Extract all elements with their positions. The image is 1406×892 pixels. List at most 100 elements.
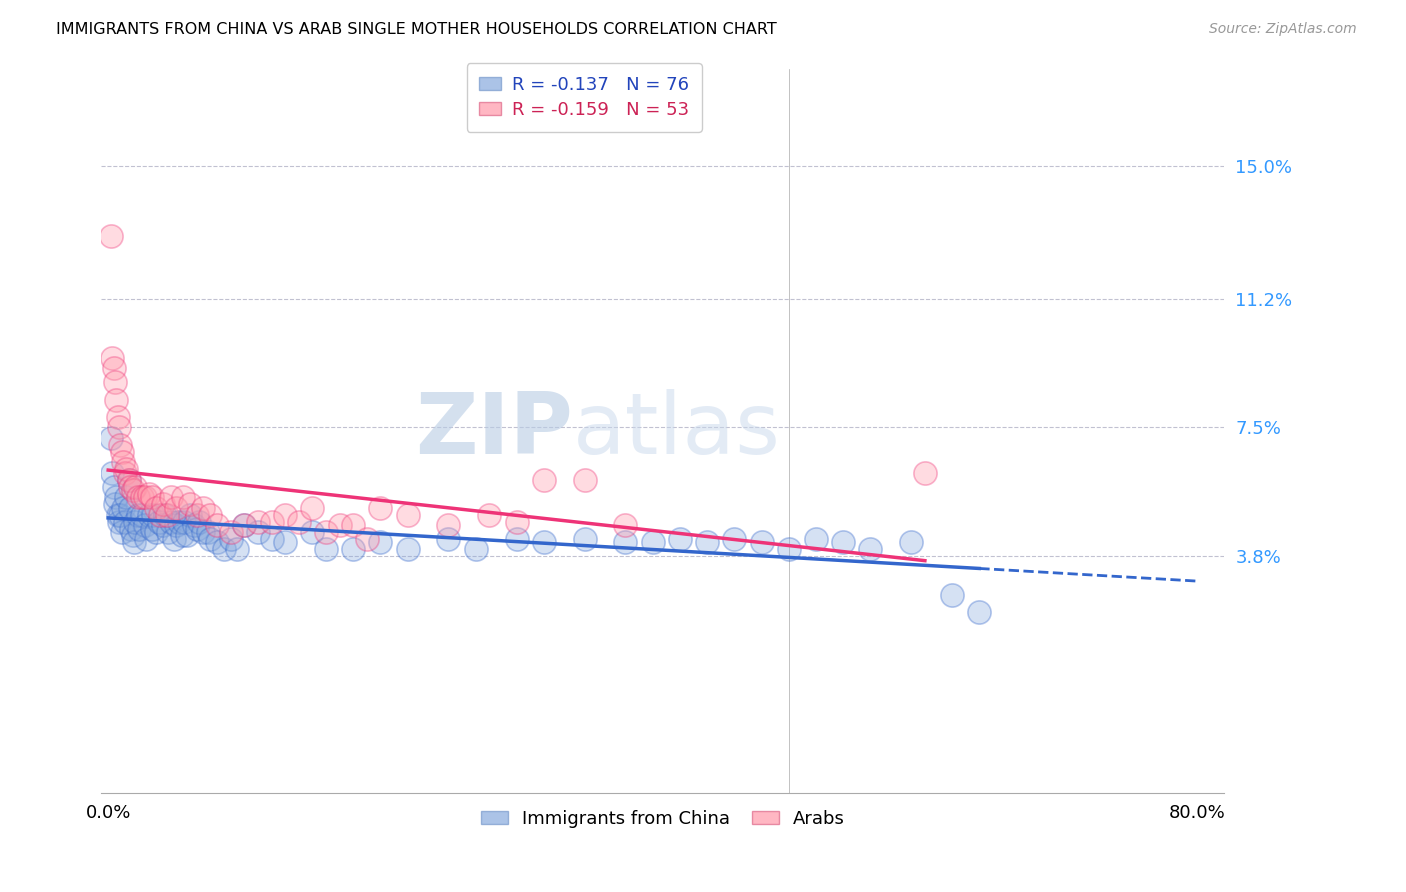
Text: atlas: atlas [574, 390, 780, 473]
Point [219, 532, 242, 546]
Point [103, 361, 125, 376]
Text: ZIP: ZIP [415, 390, 574, 473]
Point [159, 515, 181, 529]
Point [900, 535, 922, 549]
Point [219, 524, 242, 539]
Point [100, 431, 122, 445]
Point [145, 500, 167, 515]
Point [200, 532, 222, 546]
Text: IMMIGRANTS FROM CHINA VS ARAB SINGLE MOTHER HOUSEHOLDS CORRELATION CHART: IMMIGRANTS FROM CHINA VS ARAB SINGLE MOT… [56, 22, 778, 37]
Point [396, 542, 419, 557]
Point [641, 535, 664, 549]
Point [117, 473, 139, 487]
Point [157, 524, 180, 539]
Point [111, 524, 134, 539]
Point [127, 490, 149, 504]
Point [260, 515, 283, 529]
Point [115, 490, 138, 504]
Point [118, 500, 141, 515]
Point [105, 392, 128, 407]
Point [505, 515, 527, 529]
Point [696, 535, 718, 549]
Point [193, 500, 215, 515]
Point [301, 524, 323, 539]
Point [533, 535, 555, 549]
Point [121, 483, 143, 498]
Point [142, 508, 165, 522]
Point [114, 515, 136, 529]
Point [614, 535, 637, 549]
Point [122, 535, 145, 549]
Point [128, 521, 150, 535]
Point [135, 532, 157, 546]
Point [104, 375, 127, 389]
Point [117, 473, 139, 487]
Point [186, 508, 208, 522]
Point [478, 508, 501, 522]
Point [108, 515, 131, 529]
Point [246, 524, 269, 539]
Point [260, 532, 283, 546]
Point [669, 532, 692, 546]
Point [101, 351, 124, 365]
Point [370, 535, 392, 549]
Point [159, 490, 181, 504]
Point [574, 473, 596, 487]
Point [437, 518, 460, 533]
Point [356, 532, 378, 546]
Point [165, 500, 187, 515]
Point [138, 508, 160, 522]
Point [167, 515, 190, 529]
Point [112, 455, 135, 469]
Point [165, 518, 187, 533]
Point [170, 528, 193, 542]
Point [131, 508, 153, 522]
Point [723, 532, 745, 546]
Point [859, 542, 882, 557]
Point [155, 508, 177, 522]
Point [101, 466, 124, 480]
Point [969, 605, 991, 619]
Point [118, 480, 141, 494]
Point [804, 532, 827, 546]
Point [100, 228, 122, 243]
Point [124, 480, 146, 494]
Point [233, 518, 256, 533]
Point [778, 542, 800, 557]
Point [183, 518, 205, 533]
Point [186, 521, 208, 535]
Point [941, 588, 963, 602]
Point [111, 445, 134, 459]
Point [176, 528, 198, 542]
Point [533, 473, 555, 487]
Point [172, 490, 194, 504]
Point [104, 497, 127, 511]
Point [233, 518, 256, 533]
Point [148, 515, 170, 529]
Point [179, 497, 201, 511]
Point [179, 508, 201, 522]
Point [246, 515, 269, 529]
Point [131, 490, 153, 504]
Point [108, 420, 131, 434]
Point [173, 515, 195, 529]
Point [301, 500, 323, 515]
Point [114, 466, 136, 480]
Point [149, 508, 172, 522]
Point [145, 524, 167, 539]
Point [115, 462, 138, 476]
Point [121, 528, 143, 542]
Point [226, 542, 249, 557]
Point [127, 508, 149, 522]
Point [329, 518, 352, 533]
Point [614, 518, 637, 533]
Point [134, 518, 156, 533]
Point [138, 486, 160, 500]
Point [107, 409, 129, 424]
Point [152, 497, 174, 511]
Point [396, 508, 419, 522]
Point [751, 535, 773, 549]
Legend: Immigrants from China, Arabs: Immigrants from China, Arabs [474, 803, 852, 835]
Point [437, 532, 460, 546]
Point [287, 515, 309, 529]
